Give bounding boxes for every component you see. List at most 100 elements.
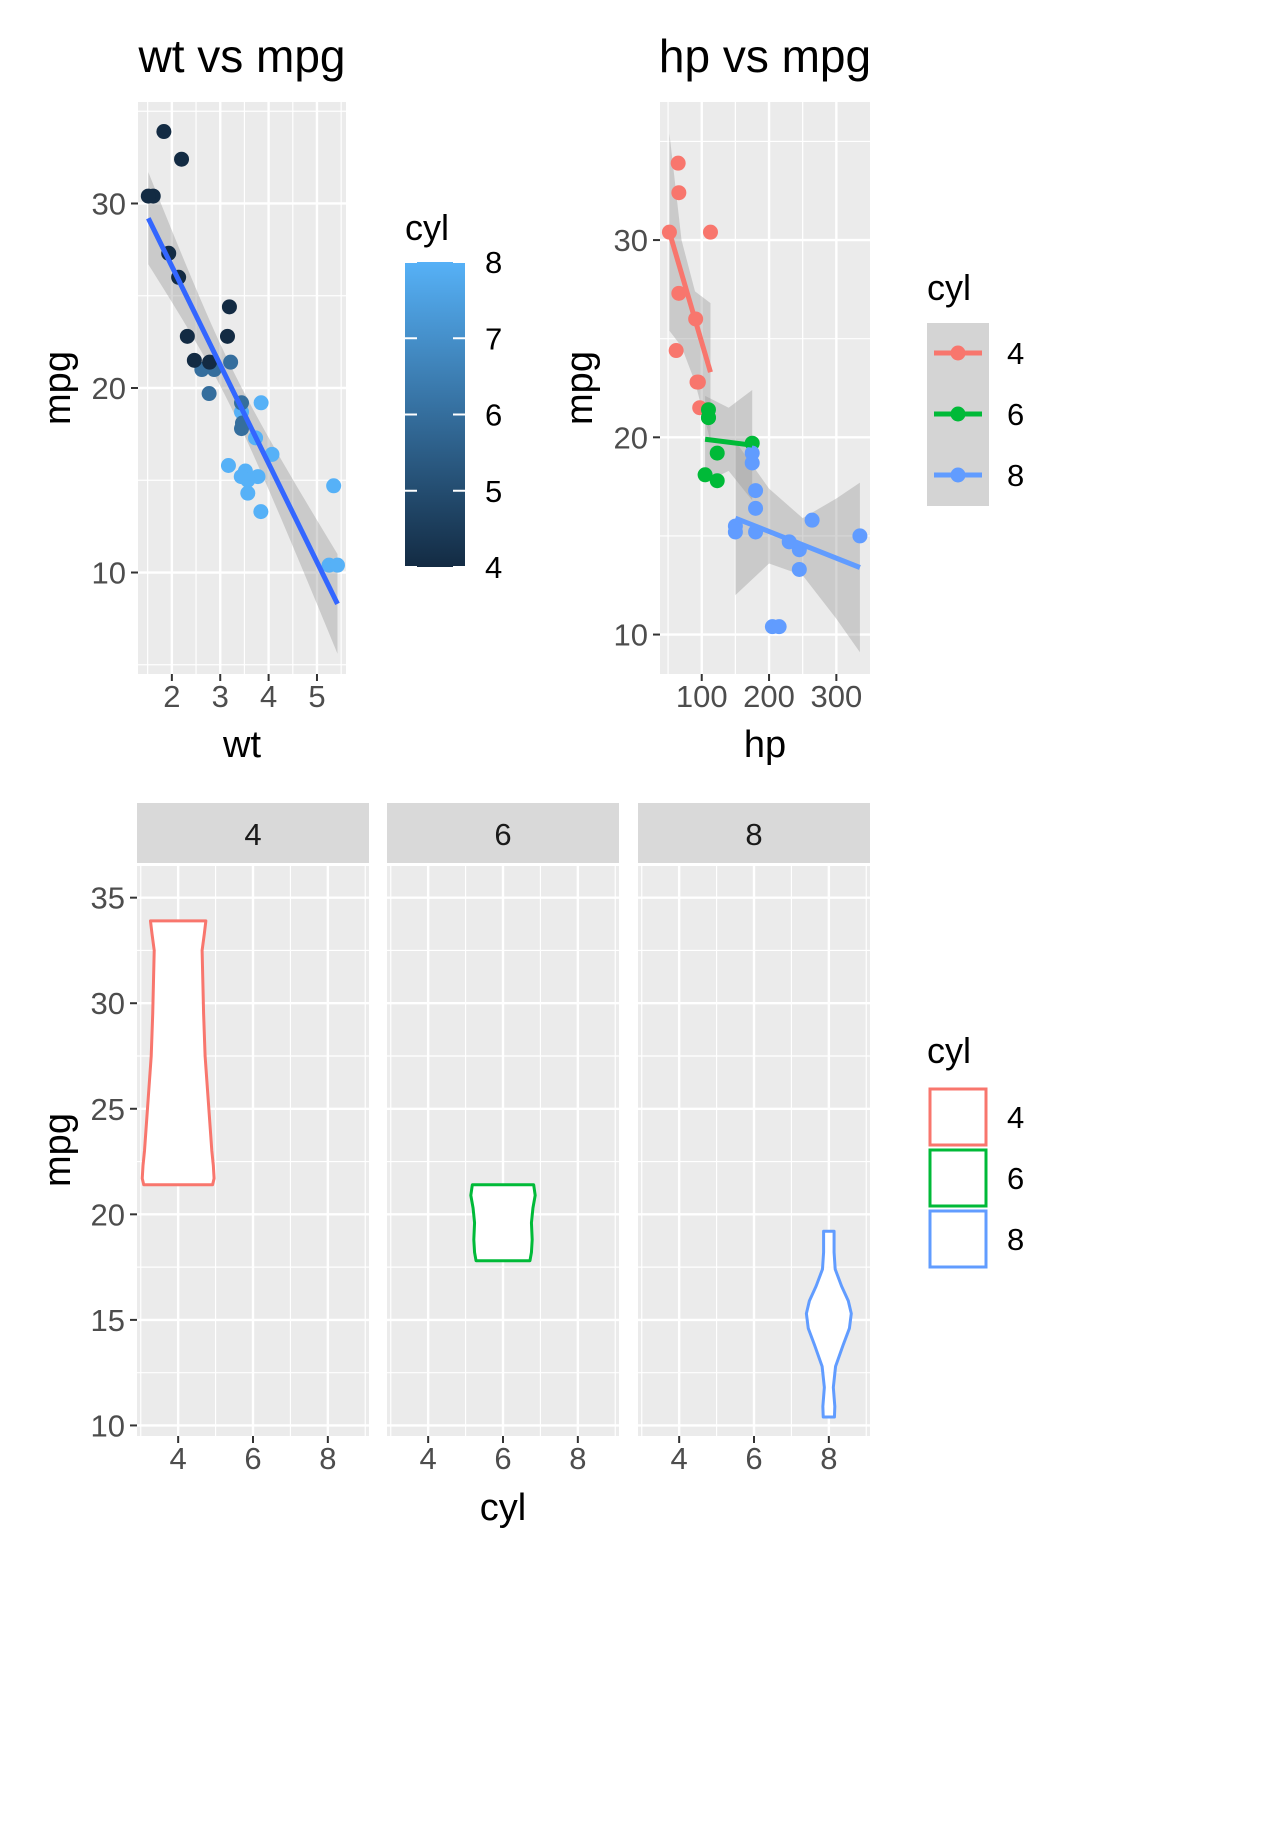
x-tick-label: 6: [494, 1441, 511, 1476]
y-tick-label: 25: [91, 1092, 125, 1127]
data-point-cyl-8: [771, 619, 787, 635]
colorbar-label: 4: [485, 550, 502, 585]
regression-line-cyl-4: [667, 231, 713, 373]
facet-strip-label: 4: [244, 817, 261, 852]
x-tick-label: 4: [260, 679, 277, 714]
y-axis-title: mpg: [37, 1113, 79, 1187]
violin-cyl-6: [469, 1183, 537, 1263]
facet-strip-label: 6: [494, 817, 511, 852]
violin-cyl-4: [140, 919, 216, 1187]
data-point: [329, 557, 345, 573]
x-tick-label: 4: [170, 1441, 187, 1476]
colorbar-label: 6: [485, 398, 502, 433]
data-point: [223, 354, 239, 370]
legend-label: 4: [1007, 1100, 1024, 1135]
data-point: [202, 354, 218, 370]
legend-label: 8: [1007, 458, 1024, 493]
regression-line-cyl-6: [704, 436, 753, 448]
data-point-cyl-6: [700, 402, 716, 418]
x-tick-label: 8: [319, 1441, 336, 1476]
legend-cyl-lines: cyl 4 6 8: [927, 267, 1024, 506]
x-tick-label: 300: [810, 679, 862, 714]
facet-4: 4 4 6 8: [137, 803, 369, 1476]
data-point: [179, 328, 195, 344]
data-point: [220, 457, 236, 473]
colorbar-label: 5: [485, 474, 502, 509]
data-point: [234, 421, 250, 437]
y-tick-label: 20: [92, 371, 126, 406]
data-point-cyl-8: [852, 528, 868, 544]
colorbar-label: 8: [485, 245, 502, 280]
y-tick-label: 30: [91, 986, 125, 1021]
data-point-cyl-8: [804, 512, 820, 528]
data-point-cyl-8: [791, 561, 807, 577]
facet-6: 6 4 6 8: [387, 803, 619, 1476]
legend-title: cyl: [405, 207, 449, 248]
y-tick-label: 30: [92, 186, 126, 221]
legend-label: 4: [1007, 336, 1024, 371]
x-tick-label: 4: [671, 1441, 688, 1476]
x-tick-label: 4: [420, 1441, 437, 1476]
data-point-cyl-8: [744, 445, 760, 461]
confidence-band-cyl-4: [669, 133, 711, 442]
data-point-cyl-6: [697, 467, 713, 483]
x-axis-title: wt: [222, 724, 261, 766]
violin-cyl-8: [804, 1229, 853, 1419]
x-axis-title: hp: [744, 724, 786, 766]
legend-label: 8: [1007, 1222, 1024, 1257]
data-point-cyl-4: [670, 155, 686, 171]
y-axis-title: mpg: [559, 351, 601, 425]
facet-strip: [387, 803, 619, 863]
y-tick-label: 10: [92, 556, 126, 591]
y-tick-label: 30: [614, 223, 648, 258]
data-point: [201, 386, 217, 402]
legend-cyl-violin: cyl 4 6 8: [927, 1030, 1024, 1269]
x-tick-label: 6: [745, 1441, 762, 1476]
data-point-cyl-8: [748, 483, 764, 499]
chart-title: hp vs mpg: [659, 30, 871, 82]
facet-8: 8 4 6 8: [638, 803, 870, 1476]
chart-title: wt vs mpg: [137, 30, 345, 82]
data-point-cyl-4: [668, 343, 684, 359]
legend-key-violin: [928, 1209, 988, 1269]
regression-line-cyl-8: [734, 515, 861, 570]
data-point-cyl-4: [671, 285, 687, 301]
facet-strip-label: 8: [745, 817, 762, 852]
regression-line: [146, 217, 340, 606]
facet-strip: [137, 803, 369, 863]
legend-title: cyl: [927, 267, 971, 308]
data-point-cyl-6: [709, 473, 725, 489]
data-point-cyl-8: [748, 500, 764, 516]
x-tick-label: 3: [212, 679, 229, 714]
x-tick-label: 100: [676, 679, 728, 714]
panel-hp-vs-mpg: 100 200 300 10 20 30 hp vs mpg hp mpg: [559, 30, 871, 766]
data-point-cyl-4: [702, 224, 718, 240]
legend-key-point: [950, 467, 966, 483]
legend-key-violin: [928, 1148, 988, 1208]
x-tick-label: 8: [569, 1441, 586, 1476]
data-point-cyl-6: [709, 445, 725, 461]
legend-colorbar-cyl: cyl 4 5 6 7 8: [405, 207, 502, 585]
legend-key-point: [950, 406, 966, 422]
legend-key-violin: [928, 1087, 988, 1147]
y-tick-label: 35: [91, 881, 125, 916]
data-point: [221, 299, 237, 315]
data-point: [326, 478, 342, 494]
confidence-band-cyl-6: [705, 389, 753, 501]
data-point: [186, 352, 202, 368]
data-point-cyl-4: [690, 374, 706, 390]
x-tick-label: 5: [308, 679, 325, 714]
data-point: [174, 151, 190, 167]
panel-violin-faceted: 4 4 6 8 6 4 6 8 8 4 6 8 10 15 20 25 30 35 cyl mpg: [37, 803, 870, 1529]
data-point: [240, 485, 256, 501]
panel-wt-vs-mpg: 2 3 4 5 10 20 30 wt vs mpg wt mpg: [37, 30, 346, 766]
x-tick-label: 2: [163, 679, 180, 714]
x-tick-label: 200: [743, 679, 795, 714]
data-point: [219, 328, 235, 344]
data-point-cyl-4: [671, 185, 687, 201]
data-point-cyl-8: [727, 524, 743, 540]
x-tick-label: 6: [244, 1441, 261, 1476]
legend-title: cyl: [927, 1030, 971, 1071]
data-point: [140, 188, 156, 204]
